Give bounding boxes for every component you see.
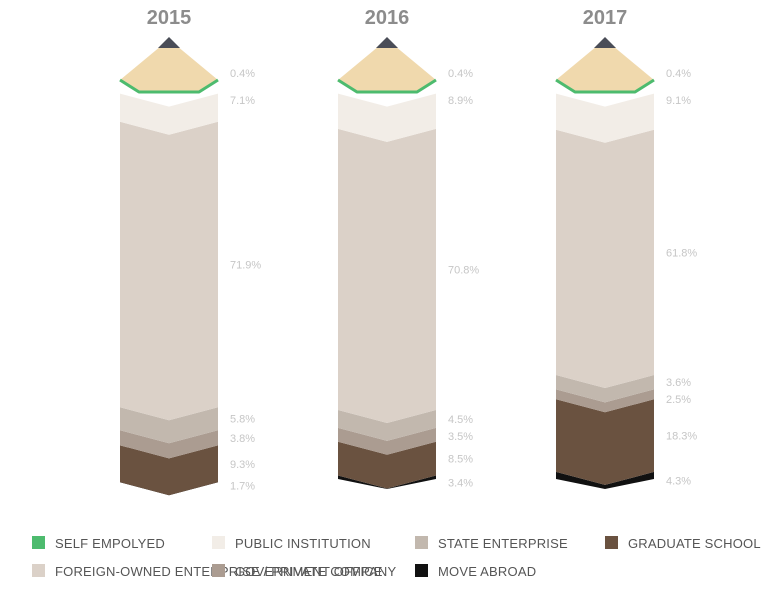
legend-label-foreign: FOREIGN-OWNED ENTERPRISE / PRIVATE COMPA… (55, 564, 397, 579)
segment-abroad-2017 (556, 471, 654, 489)
legend-item-abroad: MOVE ABROAD (415, 564, 536, 579)
pencil-2015: 2015 0.4% 7.1% 71.9% 5.8% 3.8% 9.3% 1.7% (119, 7, 261, 496)
year-label-2017: 2017 (583, 7, 628, 29)
pct-label-self-2015: 0.4% (230, 68, 255, 80)
pct-label-public-2017: 9.1% (666, 95, 691, 107)
pct-label-grad-2015: 9.3% (230, 459, 255, 471)
segment-state-2017 (556, 375, 654, 403)
segment-state-2016 (338, 409, 436, 441)
pct-label-foreign-2017: 61.8% (666, 247, 697, 259)
pencil-lead-2016 (376, 37, 398, 48)
pct-label-abroad-2016: 3.4% (448, 477, 473, 489)
legend-swatch-self (32, 536, 45, 549)
legend-item-grad: GRADUATE SCHOOL (605, 536, 761, 551)
pct-label-public-2016: 8.9% (448, 95, 473, 107)
segment-self-2017 (555, 78, 655, 94)
segment-grad-2017 (556, 399, 654, 485)
segment-self-2016 (337, 78, 437, 94)
legend-item-gov: GOVERNMENT OFFICE (212, 564, 383, 579)
year-label-2016: 2016 (365, 7, 410, 29)
pct-label-public-2015: 7.1% (230, 95, 255, 107)
segment-gov-2017 (556, 389, 654, 413)
segment-gov-2015 (120, 430, 218, 459)
pencil-tip-2016 (338, 46, 436, 92)
legend-item-self: SELF EMPOLYED (32, 536, 165, 551)
legend-swatch-grad (605, 536, 618, 549)
pencil-lead-2015 (158, 37, 180, 48)
segment-foreign-2016 (338, 128, 436, 423)
pencil-2016: 2016 0.4% 8.9% 70.8% 4.5% 3.5% 8.5% 3.4% (337, 7, 479, 489)
legend-swatch-gov (212, 564, 225, 577)
pct-label-self-2016: 0.4% (448, 68, 473, 80)
segment-public-2017 (556, 93, 654, 143)
legend-swatch-public (212, 536, 225, 549)
segment-grad-2016 (338, 441, 436, 489)
pct-label-grad-2017: 18.3% (666, 431, 697, 443)
pencil-lead-2017 (594, 37, 616, 48)
pct-label-abroad-2017: 4.3% (666, 475, 691, 487)
segment-state-2015 (120, 407, 218, 444)
segment-foreign-2017 (556, 129, 654, 389)
segment-abroad-2016 (338, 475, 436, 489)
legend-swatch-state (415, 536, 428, 549)
legend-item-state: STATE ENTERPRISE (415, 536, 568, 551)
pencil-tip-2015 (120, 46, 218, 92)
pencil-tip-2017 (556, 46, 654, 92)
legend-swatch-abroad (415, 564, 428, 577)
pencil-bars: 2015 0.4% 7.1% 71.9% 5.8% 3.8% 9.3% 1.7% 2016 0.4… (119, 7, 697, 496)
pct-label-gov-2016: 3.5% (448, 431, 473, 443)
legend-label-state: STATE ENTERPRISE (438, 536, 568, 551)
pct-label-abroad-2015: 1.7% (230, 481, 255, 493)
segment-public-2016 (338, 93, 436, 142)
legend-item-foreign: FOREIGN-OWNED ENTERPRISE / PRIVATE COMPA… (32, 564, 397, 579)
pct-label-gov-2017: 2.5% (666, 394, 691, 406)
pct-label-state-2015: 5.8% (230, 414, 255, 426)
pencil-2017: 2017 0.4% 9.1% 61.8% 3.6% 2.5% 18.3% 4.3% (555, 7, 697, 489)
pct-label-foreign-2015: 71.9% (230, 259, 261, 271)
segment-public-2015 (120, 93, 218, 135)
pct-label-state-2017: 3.6% (666, 377, 691, 389)
legend-label-grad: GRADUATE SCHOOL (628, 536, 761, 551)
segment-self-2015 (119, 78, 219, 94)
segment-grad-2015 (120, 445, 218, 496)
segment-gov-2016 (338, 427, 436, 455)
legend-label-gov: GOVERNMENT OFFICE (235, 564, 383, 579)
pct-label-self-2017: 0.4% (666, 68, 691, 80)
legend-swatch-foreign (32, 564, 45, 577)
legend: SELF EMPOLYED PUBLIC INSTITUTION STATE ENT… (32, 536, 761, 579)
legend-label-self: SELF EMPOLYED (55, 536, 165, 551)
legend-item-public: PUBLIC INSTITUTION (212, 536, 371, 551)
year-label-2015: 2015 (147, 7, 192, 29)
legend-label-public: PUBLIC INSTITUTION (235, 536, 371, 551)
pct-label-grad-2016: 8.5% (448, 454, 473, 466)
pct-label-state-2016: 4.5% (448, 414, 473, 426)
legend-label-abroad: MOVE ABROAD (438, 564, 536, 579)
pct-label-foreign-2016: 70.8% (448, 264, 479, 276)
pct-label-gov-2015: 3.8% (230, 433, 255, 445)
segment-foreign-2015 (120, 121, 218, 421)
